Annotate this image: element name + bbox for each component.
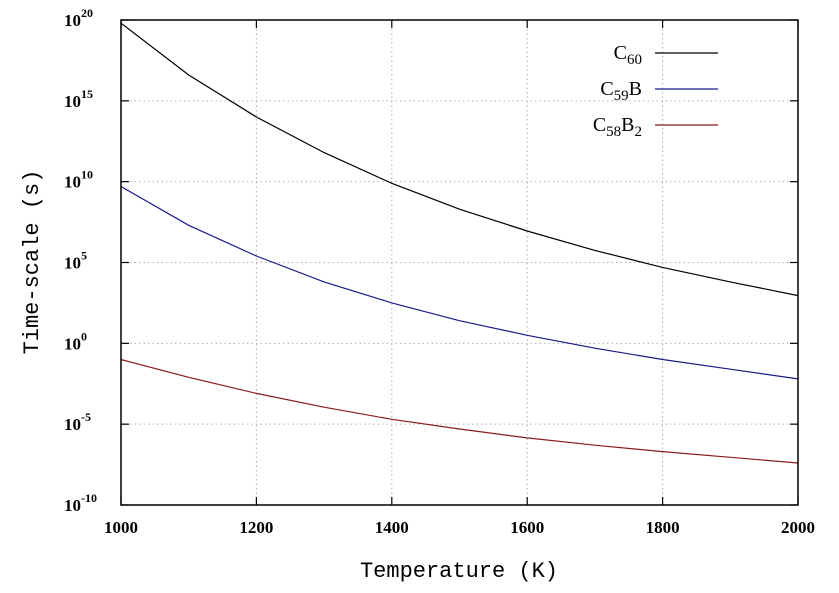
y-tick-label: 10-5 — [64, 410, 91, 434]
x-tick-labels: 1000 1200 1400 1600 1800 2000 — [104, 518, 815, 537]
x-tick-label: 1000 — [104, 518, 138, 537]
series-line-c59b — [120, 185, 799, 380]
y-axis-title: Time-scale (s) — [20, 170, 45, 355]
y-tick-label: 1010 — [64, 168, 93, 192]
series-line-c58b2 — [120, 358, 799, 464]
series-line-c60 — [120, 22, 799, 297]
series-layer — [120, 22, 799, 464]
x-axis-title: Temperature (K) — [360, 559, 558, 584]
tick-marks — [120, 19, 799, 506]
grid — [121, 20, 798, 505]
legend: C60 C59B C58B2 — [593, 42, 718, 140]
y-tick-label: 1015 — [64, 87, 93, 111]
y-tick-label: 1020 — [64, 6, 93, 30]
y-tick-labels: 1020 1015 1010 105 100 10-5 10-10 — [64, 6, 97, 515]
y-tick-label: 100 — [64, 329, 87, 353]
x-tick-label: 2000 — [781, 518, 815, 537]
legend-label-c60: C60 — [614, 42, 642, 68]
legend-label-c59b: C59B — [600, 78, 642, 104]
y-tick-label: 105 — [64, 249, 87, 273]
y-tick-label: 10-10 — [64, 491, 97, 515]
x-tick-label: 1200 — [239, 518, 273, 537]
legend-label-c58b2: C58B2 — [593, 114, 642, 140]
x-tick-label: 1400 — [375, 518, 409, 537]
x-tick-label: 1600 — [510, 518, 544, 537]
x-tick-label: 1800 — [646, 518, 680, 537]
